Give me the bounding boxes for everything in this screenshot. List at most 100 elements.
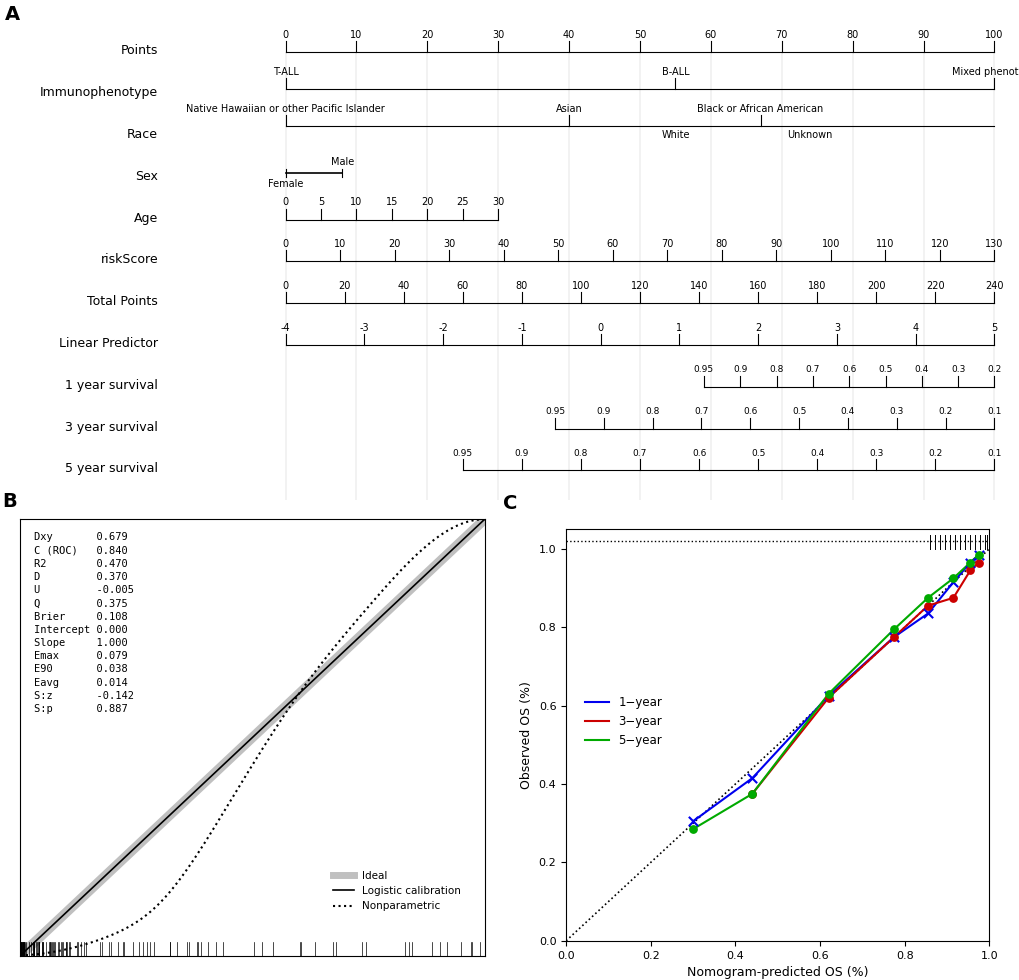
Text: 50: 50 — [551, 239, 564, 249]
Text: -4: -4 — [280, 322, 290, 332]
Legend: Ideal, Logistic calibration, Nonparametric: Ideal, Logistic calibration, Nonparametr… — [329, 866, 465, 915]
Text: 30: 30 — [491, 30, 504, 40]
Text: 0.2: 0.2 — [927, 449, 942, 458]
Text: 200: 200 — [866, 281, 884, 291]
Point — [744, 786, 760, 802]
Point — [970, 555, 986, 570]
Text: Native Hawaiian or other Pacific Islander: Native Hawaiian or other Pacific Islande… — [186, 104, 384, 114]
Text: 0.4: 0.4 — [914, 366, 928, 374]
Text: 120: 120 — [630, 281, 649, 291]
Text: Asian: Asian — [555, 104, 582, 114]
Text: 70: 70 — [660, 239, 673, 249]
Point — [945, 590, 961, 606]
Text: B-ALL: B-ALL — [661, 67, 689, 76]
Text: Age: Age — [133, 212, 158, 224]
Text: Mixed phenotype: Mixed phenotype — [952, 67, 1019, 76]
Text: Points: Points — [120, 44, 158, 58]
X-axis label: Nomogram-predicted OS (%): Nomogram-predicted OS (%) — [687, 966, 867, 979]
Text: Linear Predictor: Linear Predictor — [59, 337, 158, 350]
Point — [945, 574, 961, 590]
Text: 0.4: 0.4 — [840, 408, 854, 416]
Text: 0.5: 0.5 — [877, 366, 892, 374]
Text: 0.5: 0.5 — [750, 449, 764, 458]
Text: 0.6: 0.6 — [743, 408, 757, 416]
Text: 0.1: 0.1 — [986, 408, 1001, 416]
Text: 0.2: 0.2 — [986, 366, 1001, 374]
Point — [886, 621, 902, 637]
Text: 220: 220 — [925, 281, 944, 291]
Point — [886, 629, 902, 645]
Text: 140: 140 — [689, 281, 707, 291]
Text: 20: 20 — [421, 197, 433, 207]
Text: 15: 15 — [385, 197, 397, 207]
Text: 5: 5 — [318, 197, 324, 207]
Point — [819, 686, 836, 702]
Text: Unknown: Unknown — [787, 130, 833, 140]
Text: riskScore: riskScore — [101, 254, 158, 267]
Text: 1 year survival: 1 year survival — [65, 379, 158, 392]
Text: 5 year survival: 5 year survival — [65, 463, 158, 475]
Text: 40: 40 — [497, 239, 510, 249]
Text: 60: 60 — [606, 239, 619, 249]
Text: 180: 180 — [807, 281, 825, 291]
Text: 40: 40 — [397, 281, 410, 291]
Text: Total Points: Total Points — [88, 295, 158, 308]
Text: Female: Female — [268, 179, 303, 189]
Point — [685, 821, 701, 837]
Text: 20: 20 — [338, 281, 351, 291]
Text: -2: -2 — [438, 322, 447, 332]
Text: 70: 70 — [774, 30, 788, 40]
Text: T-ALL: T-ALL — [272, 67, 299, 76]
Text: 0.5: 0.5 — [791, 408, 806, 416]
Text: 240: 240 — [984, 281, 1003, 291]
Text: 0.9: 0.9 — [596, 408, 610, 416]
Point — [919, 598, 935, 613]
Text: 0.8: 0.8 — [645, 408, 659, 416]
Text: 0.9: 0.9 — [515, 449, 529, 458]
Text: 40: 40 — [562, 30, 575, 40]
Text: 4: 4 — [912, 322, 918, 332]
Point — [819, 688, 836, 704]
Text: 50: 50 — [633, 30, 646, 40]
Text: 20: 20 — [388, 239, 400, 249]
Text: 130: 130 — [984, 239, 1003, 249]
Text: 5: 5 — [990, 322, 997, 332]
Text: 0: 0 — [282, 30, 288, 40]
Text: C: C — [502, 494, 517, 513]
Text: 110: 110 — [875, 239, 894, 249]
Point — [744, 786, 760, 802]
Legend: 1−year, 3−year, 5−year: 1−year, 3−year, 5−year — [580, 692, 666, 752]
Text: 160: 160 — [748, 281, 766, 291]
Text: Immunophenotype: Immunophenotype — [40, 86, 158, 99]
Point — [970, 547, 986, 563]
Text: Black or African American: Black or African American — [697, 104, 823, 114]
Text: Race: Race — [127, 128, 158, 141]
Point — [819, 690, 836, 706]
Text: 100: 100 — [984, 30, 1003, 40]
Text: 0.7: 0.7 — [805, 366, 819, 374]
Text: Male: Male — [330, 157, 354, 167]
Text: White: White — [660, 130, 689, 140]
Text: Sex: Sex — [136, 170, 158, 183]
Text: 0.3: 0.3 — [950, 366, 964, 374]
Text: 0: 0 — [597, 322, 603, 332]
Text: 0.7: 0.7 — [694, 408, 708, 416]
Point — [685, 813, 701, 829]
Text: Dxy       0.679
C (ROC)   0.840
R2        0.470
D         0.370
U         -0.005: Dxy 0.679 C (ROC) 0.840 R2 0.470 D 0.370… — [35, 532, 135, 714]
Text: 0.3: 0.3 — [868, 449, 882, 458]
Text: 0.3: 0.3 — [889, 408, 903, 416]
Point — [961, 563, 977, 578]
Point — [744, 770, 760, 786]
Text: 90: 90 — [916, 30, 929, 40]
Text: 25: 25 — [457, 197, 469, 207]
Text: 0.6: 0.6 — [691, 449, 705, 458]
Text: 80: 80 — [516, 281, 528, 291]
Point — [961, 555, 977, 570]
Text: 0.9: 0.9 — [733, 366, 747, 374]
Text: 20: 20 — [421, 30, 433, 40]
Text: 30: 30 — [491, 197, 504, 207]
Point — [919, 590, 935, 606]
Text: 30: 30 — [442, 239, 454, 249]
Y-axis label: Observed OS (%): Observed OS (%) — [520, 681, 533, 789]
Text: 10: 10 — [350, 197, 363, 207]
